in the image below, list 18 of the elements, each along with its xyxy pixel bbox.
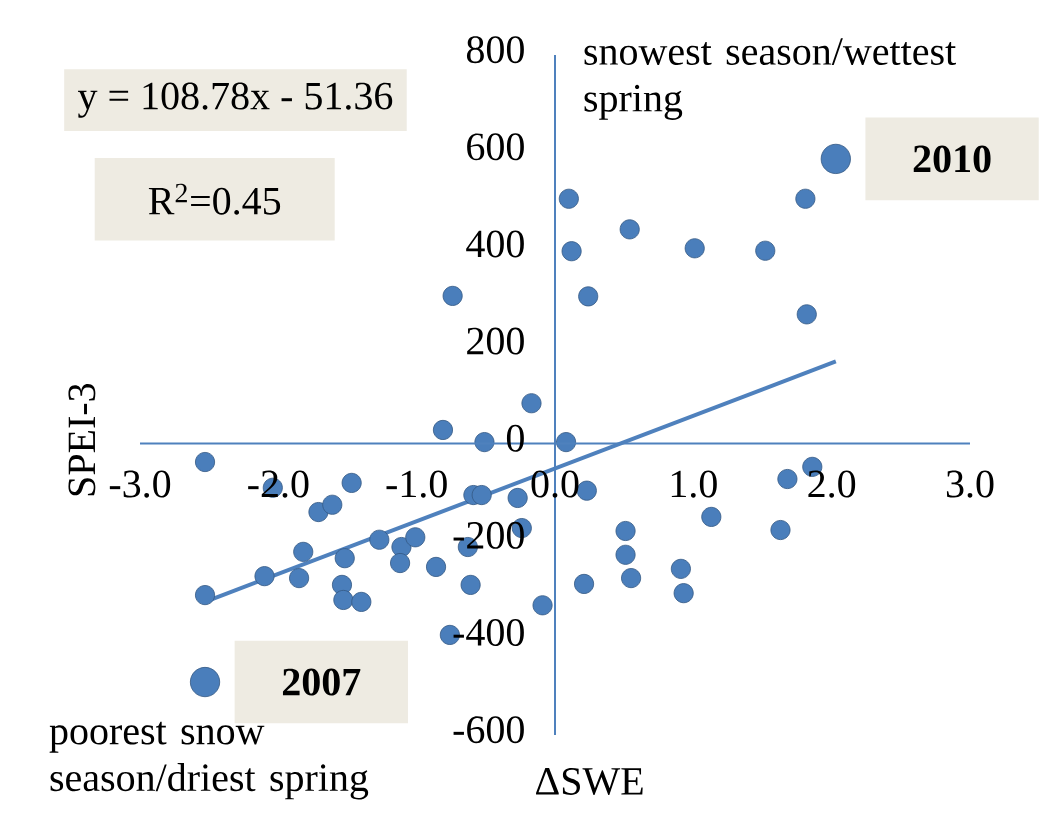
y-tick-label: 200 bbox=[467, 327, 524, 355]
y-axis-title: SPEI-3 bbox=[68, 383, 96, 496]
annotation: y = 108.78x - 51.36 bbox=[78, 82, 393, 118]
x-tick-label: -1.0 bbox=[386, 470, 447, 498]
x-tick-label: 1.0 bbox=[671, 470, 717, 498]
x-tick-label: -3.0 bbox=[109, 470, 171, 498]
annotation: poorest snow season/driest spring bbox=[49, 721, 369, 800]
annotation: 2010 bbox=[913, 145, 991, 173]
x-tick-label: 2.0 bbox=[808, 470, 856, 498]
x-tick-label: 3.0 bbox=[946, 470, 994, 498]
x-axis-title: ΔSWE bbox=[536, 768, 643, 796]
y-tick-label: 600 bbox=[467, 133, 524, 161]
annotation: R$^{2}$=0.45 bbox=[148, 183, 281, 215]
annotation: 2007 bbox=[282, 668, 361, 696]
y-tick-label: 400 bbox=[466, 230, 524, 258]
y-tick-label: 800 bbox=[466, 36, 524, 64]
y-tick-label: -600 bbox=[453, 716, 524, 744]
annotation: snowest season/wettest spring bbox=[584, 38, 956, 120]
